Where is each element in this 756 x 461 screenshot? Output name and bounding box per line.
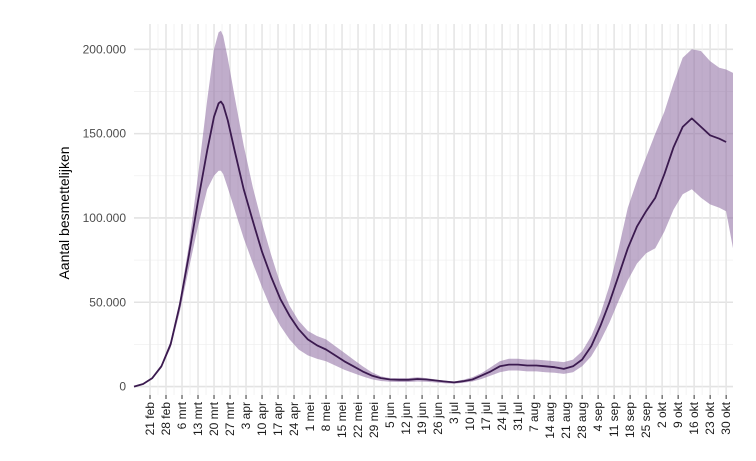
y-axis-title: Aantal besmettelijken	[56, 146, 72, 279]
y-tick-label: 150.000	[83, 127, 127, 141]
confidence-band	[134, 30, 733, 387]
y-tick-label: 50.000	[89, 295, 126, 309]
x-tick-label: 21 aug	[559, 402, 573, 439]
confidence-band-layer	[134, 30, 733, 387]
x-tick-label: 1 mei	[303, 402, 317, 431]
x-tick-label: 31 jul	[511, 402, 525, 431]
x-axis-ticks: 21 feb 28 feb 6 mrt 13 mrt 20 mrt 27 mrt 3 apr…	[143, 395, 733, 439]
x-tick-label: 2 okt	[655, 401, 669, 428]
x-tick-label: 3 jul	[447, 402, 461, 424]
x-tick-label: 14 aug	[543, 402, 557, 439]
x-tick-label: 5 jun	[383, 402, 397, 428]
x-tick-label: 27 mrt	[223, 401, 237, 436]
x-tick-label: 28 aug	[575, 402, 589, 439]
x-tick-label: 11 sep	[607, 402, 621, 437]
x-tick-label: 23 okt	[703, 401, 717, 434]
x-tick-label: 8 mei	[319, 402, 333, 431]
x-tick-label: 17 apr	[271, 402, 285, 436]
x-tick-label: 9 okt	[671, 401, 685, 428]
x-tick-label: 6 mrt	[175, 401, 189, 429]
x-tick-label: 20 mrt	[207, 401, 221, 436]
x-tick-label: 19 jun	[415, 402, 429, 435]
x-tick-label: 15 mei	[335, 402, 349, 438]
x-tick-label: 13 mrt	[191, 401, 205, 436]
x-tick-label: 17 jul	[479, 402, 493, 431]
x-tick-label: 4 sep	[591, 402, 605, 432]
x-tick-label: 10 apr	[255, 402, 269, 436]
y-tick-label: 200.000	[83, 42, 127, 56]
series-line-layer	[133, 100, 727, 388]
x-tick-label: 18 sep	[623, 402, 637, 438]
x-tick-label: 12 jun	[399, 402, 413, 435]
x-tick-label: 24 apr	[287, 402, 301, 436]
y-tick-label: 100.000	[83, 211, 127, 225]
y-tick-label: 0	[119, 380, 126, 394]
x-tick-label: 7 aug	[527, 402, 541, 432]
x-tick-label: 30 okt	[719, 401, 733, 434]
series-line	[133, 100, 727, 388]
x-tick-label: 26 jun	[431, 402, 445, 435]
x-tick-label: 10 jul	[463, 402, 477, 431]
x-tick-label: 28 feb	[159, 402, 173, 436]
x-tick-label: 22 mei	[351, 402, 365, 438]
x-tick-label: 21 feb	[143, 402, 157, 436]
y-axis-ticks: 0 50.000 100.000 150.000 200.000	[83, 42, 127, 393]
x-tick-label: 3 apr	[239, 402, 253, 429]
x-tick-label: 16 okt	[687, 401, 701, 434]
x-tick-label: 25 sep	[639, 402, 653, 438]
x-tick-label: 29 mei	[367, 402, 381, 438]
x-tick-label: 24 jul	[495, 402, 509, 431]
